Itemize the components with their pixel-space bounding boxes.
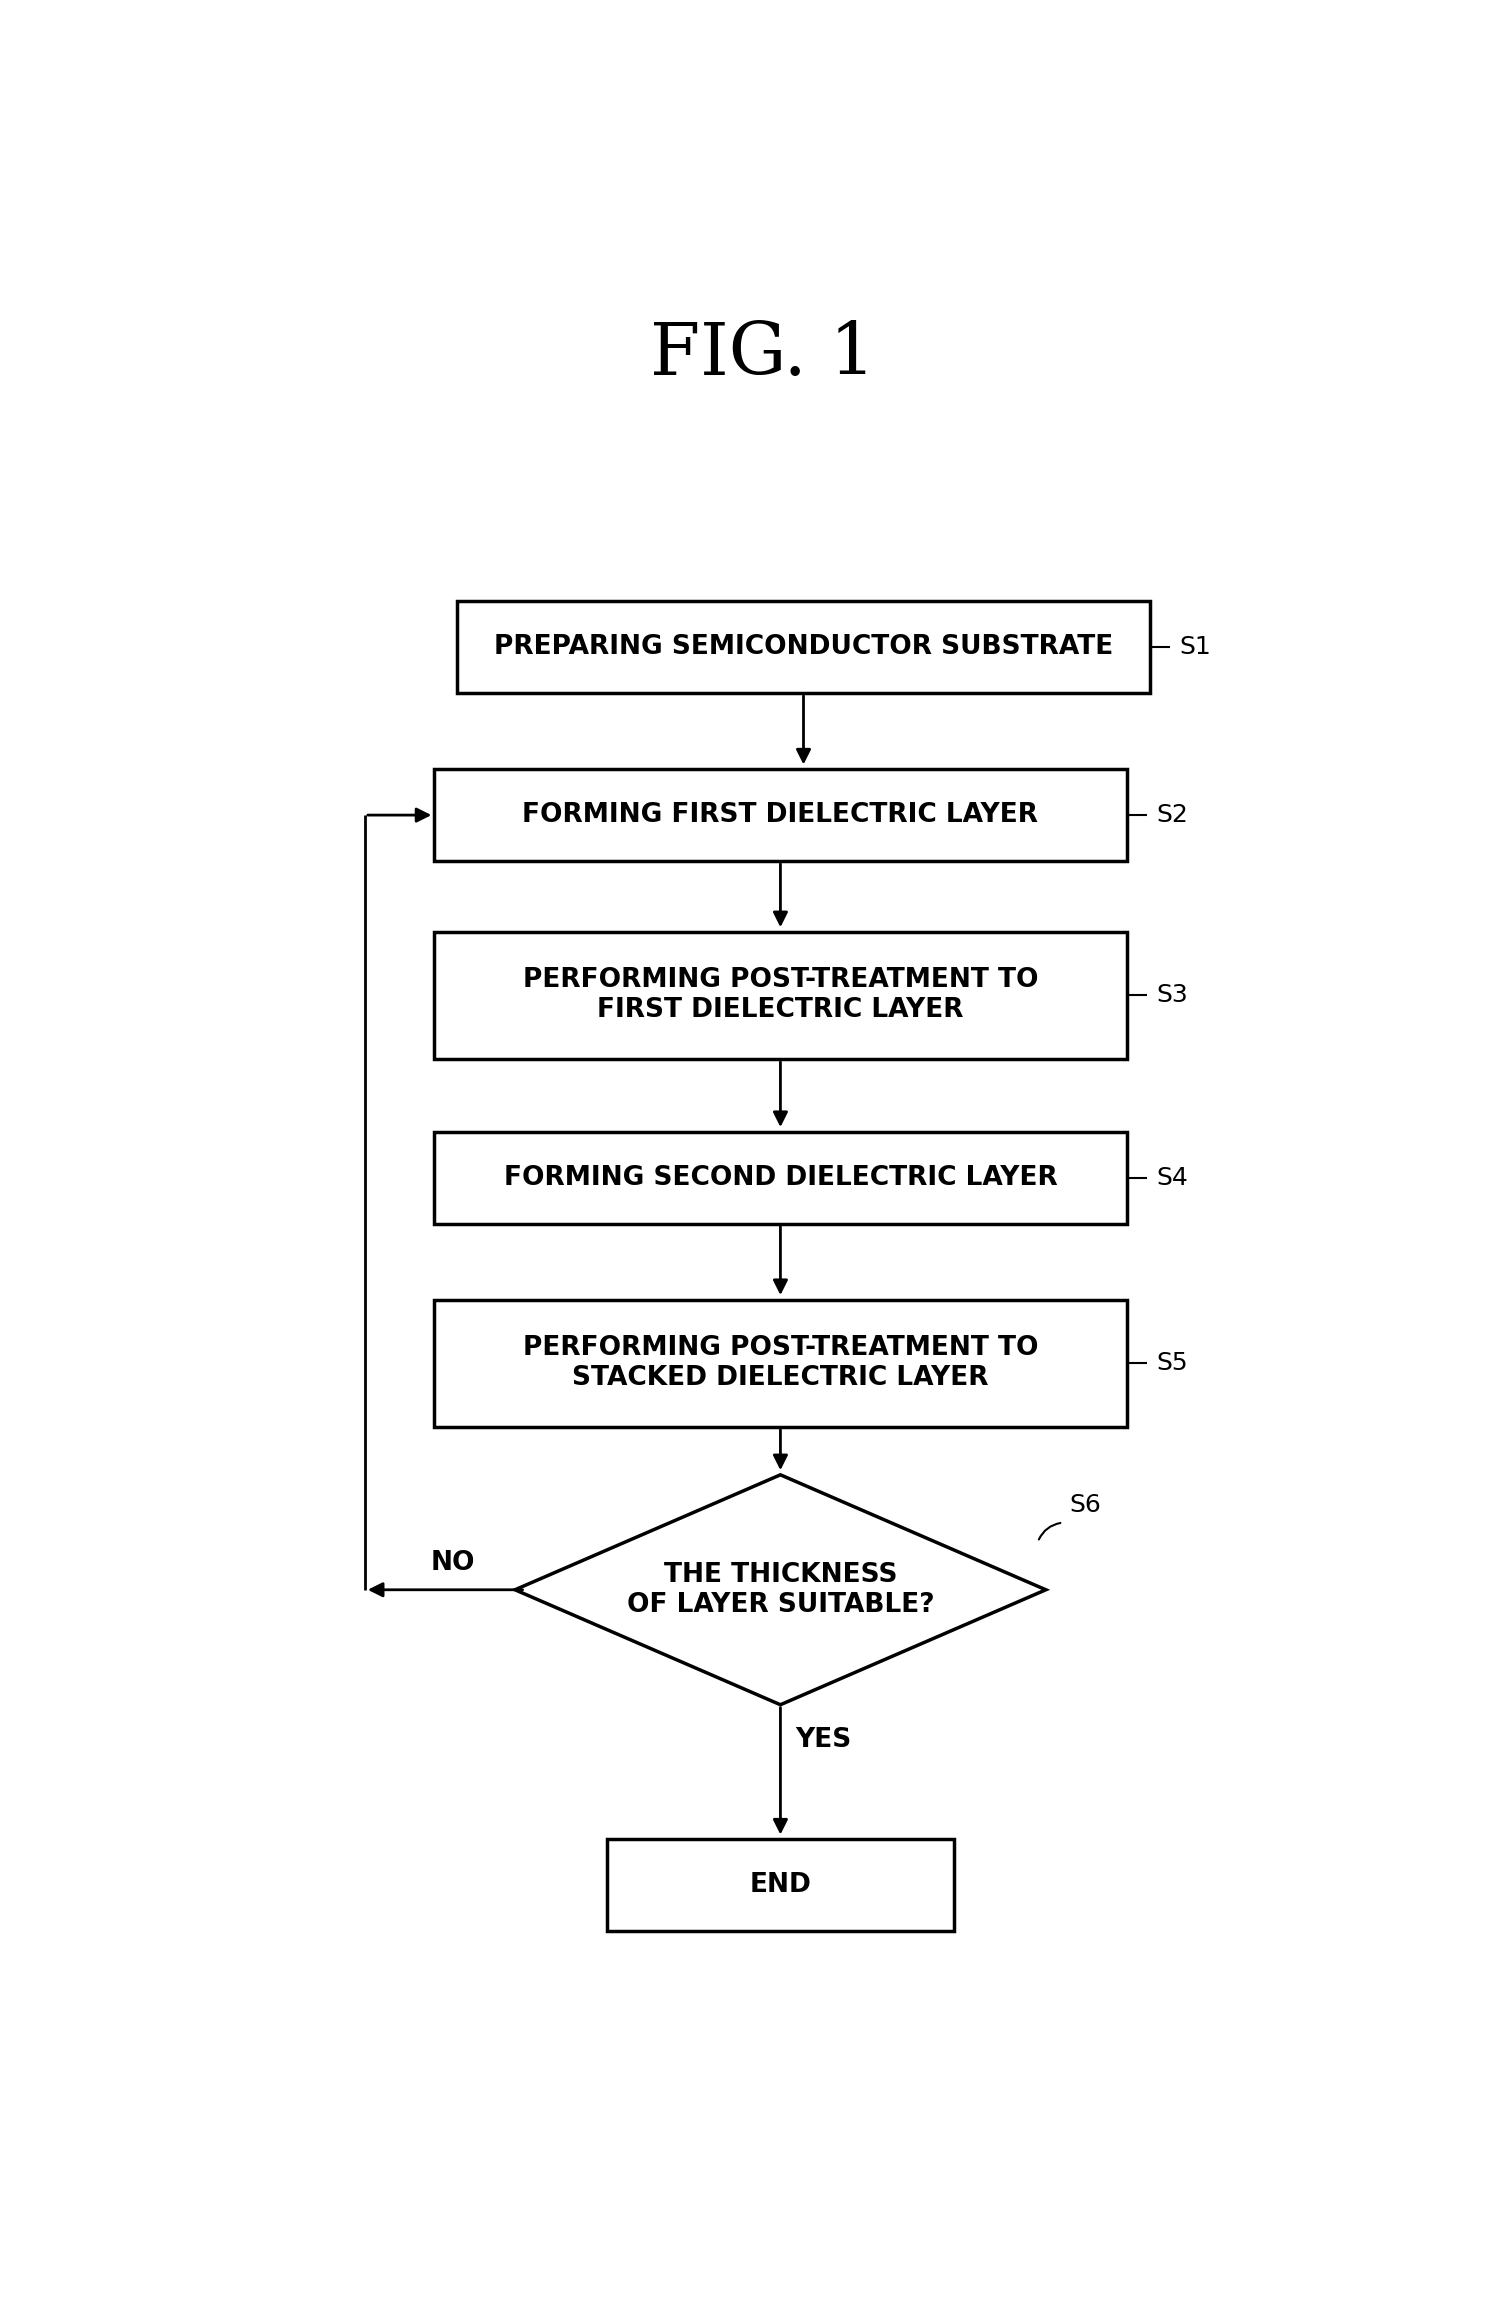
- FancyBboxPatch shape: [435, 1300, 1127, 1426]
- Text: S6: S6: [1069, 1493, 1100, 1518]
- Text: PREPARING SEMICONDUCTOR SUBSTRATE: PREPARING SEMICONDUCTOR SUBSTRATE: [494, 634, 1114, 659]
- FancyBboxPatch shape: [435, 933, 1127, 1059]
- Text: PERFORMING POST-TREATMENT TO
FIRST DIELECTRIC LAYER: PERFORMING POST-TREATMENT TO FIRST DIELE…: [523, 967, 1038, 1024]
- Text: FIG. 1: FIG. 1: [651, 319, 876, 390]
- FancyBboxPatch shape: [457, 602, 1150, 694]
- Text: PERFORMING POST-TREATMENT TO
STACKED DIELECTRIC LAYER: PERFORMING POST-TREATMENT TO STACKED DIE…: [523, 1335, 1038, 1392]
- Polygon shape: [515, 1475, 1045, 1704]
- FancyBboxPatch shape: [608, 1840, 953, 1932]
- FancyBboxPatch shape: [435, 1132, 1127, 1224]
- Text: S1: S1: [1179, 634, 1212, 659]
- Text: END: END: [749, 1872, 812, 1897]
- Text: FORMING FIRST DIELECTRIC LAYER: FORMING FIRST DIELECTRIC LAYER: [523, 802, 1038, 829]
- Text: NO: NO: [430, 1550, 475, 1576]
- Text: S5: S5: [1157, 1351, 1188, 1376]
- Text: THE THICKNESS
OF LAYER SUITABLE?: THE THICKNESS OF LAYER SUITABLE?: [627, 1562, 934, 1617]
- Text: YES: YES: [795, 1727, 852, 1753]
- Text: FORMING SECOND DIELECTRIC LAYER: FORMING SECOND DIELECTRIC LAYER: [503, 1165, 1057, 1190]
- Text: S3: S3: [1157, 983, 1188, 1008]
- FancyBboxPatch shape: [435, 769, 1127, 861]
- Text: S4: S4: [1157, 1165, 1188, 1190]
- Text: S2: S2: [1157, 804, 1188, 827]
